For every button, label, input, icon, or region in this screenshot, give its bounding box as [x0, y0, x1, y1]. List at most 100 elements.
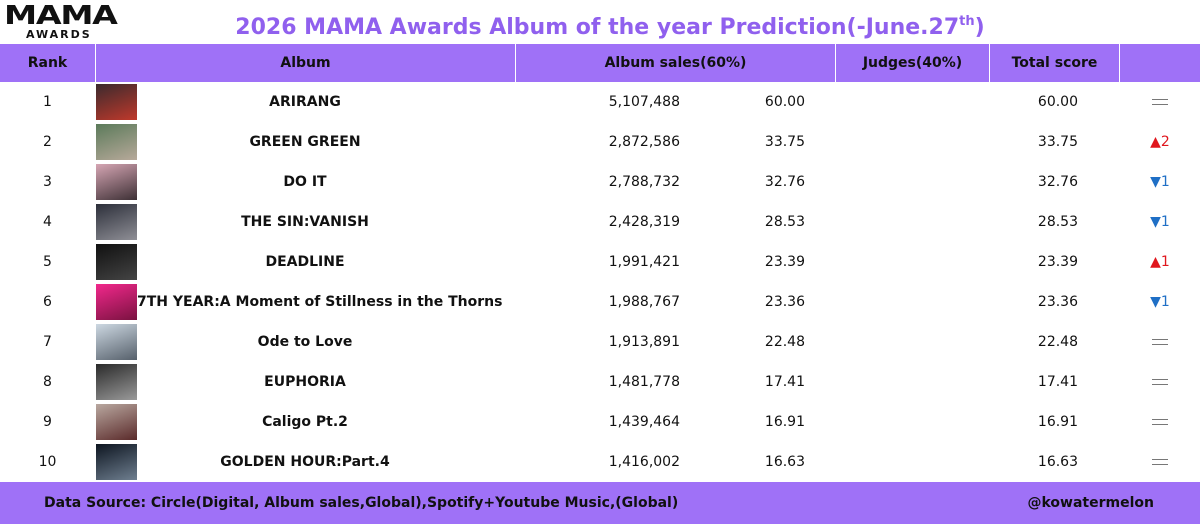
no-change-icon: [1152, 419, 1168, 425]
table-row: 3 DO IT 2,788,732 32.76 32.76 ▼1: [0, 162, 1200, 202]
rank-up-icon: ▲: [1150, 134, 1161, 150]
rank-down-icon: ▼: [1150, 294, 1161, 310]
album-cover-image: [96, 84, 137, 120]
logo-main-text: MAMA: [4, 1, 118, 31]
table-row: 7 Ode to Love 1,913,891 22.48 22.48: [0, 322, 1200, 362]
total-score-cell: 16.91: [1037, 414, 1078, 430]
rank-change-value: 1: [1160, 214, 1170, 230]
rank-change-cell: ▲2: [1122, 122, 1198, 162]
album-cover-image: [96, 444, 137, 480]
rank-cell: 5: [43, 254, 52, 270]
album-cover-image: [96, 364, 137, 400]
rank-cell: 8: [43, 374, 52, 390]
rank-change-cell: ▼1: [1122, 282, 1198, 322]
sales-score-cell: 60.00: [764, 94, 805, 110]
author-handle: @kowatermelon: [1027, 495, 1155, 511]
rank-change-value: 1: [1160, 174, 1170, 190]
rank-change-cell: [1122, 82, 1198, 122]
header-change: [1120, 44, 1200, 82]
rank-cell: 4: [43, 214, 52, 230]
album-cover-image: [96, 164, 137, 200]
total-score-cell: 32.76: [1037, 174, 1078, 190]
header-total: Total score: [990, 44, 1120, 82]
total-score-cell: 33.75: [1037, 134, 1078, 150]
total-score-cell: 23.36: [1037, 294, 1078, 310]
album-title-cell: GOLDEN HOUR:Part.4: [220, 454, 390, 470]
header-rank: Rank: [0, 44, 96, 82]
rank-cell: 2: [43, 134, 52, 150]
album-title-cell: GREEN GREEN: [249, 134, 361, 150]
album-sales-cell: 5,107,488: [608, 94, 680, 110]
sales-score-cell: 16.63: [764, 454, 805, 470]
table-row: 8 EUPHORIA 1,481,778 17.41 17.41: [0, 362, 1200, 402]
album-cover-image: [96, 404, 137, 440]
rank-change-cell: [1122, 402, 1198, 442]
rank-cell: 10: [38, 454, 57, 470]
album-title-cell: DO IT: [283, 174, 327, 190]
rank-cell: 7: [43, 334, 52, 350]
total-score-cell: 22.48: [1037, 334, 1078, 350]
sales-score-cell: 23.36: [764, 294, 805, 310]
album-title-cell: DEADLINE: [265, 254, 345, 270]
album-cover-image: [96, 244, 137, 280]
logo-sub-text: AWARDS: [26, 28, 92, 41]
table-row: 5 DEADLINE 1,991,421 23.39 23.39 ▲1: [0, 242, 1200, 282]
album-cover-image: [96, 284, 137, 320]
total-score-cell: 60.00: [1037, 94, 1078, 110]
sales-score-cell: 28.53: [764, 214, 805, 230]
rank-down-icon: ▼: [1150, 214, 1161, 230]
album-title-cell: EUPHORIA: [264, 374, 346, 390]
table-row: 10 GOLDEN HOUR:Part.4 1,416,002 16.63 16.63: [0, 442, 1200, 482]
rank-cell: 1: [43, 94, 52, 110]
album-sales-cell: 1,439,464: [608, 414, 680, 430]
table-row: 6 7TH YEAR:A Moment of Stillness in the T…: [0, 282, 1200, 322]
rank-change-cell: ▲1: [1122, 242, 1198, 282]
no-change-icon: [1152, 99, 1168, 105]
no-change-icon: [1152, 459, 1168, 465]
rank-change-value: 2: [1160, 134, 1170, 150]
sales-score-cell: 16.91: [764, 414, 805, 430]
rank-up-icon: ▲: [1150, 254, 1161, 270]
album-title-cell: ARIRANG: [269, 94, 341, 110]
album-sales-cell: 1,481,778: [608, 374, 680, 390]
sales-score-cell: 23.39: [764, 254, 805, 270]
header-sales: Album sales(60%): [516, 44, 836, 82]
album-sales-cell: 1,991,421: [608, 254, 680, 270]
data-source: Data Source: Circle(Digital, Album sales…: [44, 495, 679, 511]
album-cover-image: [96, 124, 137, 160]
sales-score-cell: 17.41: [764, 374, 805, 390]
sales-score-cell: 22.48: [764, 334, 805, 350]
title-text: 2026 MAMA Awards Album of the year Predi…: [235, 15, 960, 40]
header-judges: Judges(40%): [836, 44, 990, 82]
rank-change-value: 1: [1160, 254, 1170, 270]
album-title-cell: 7TH YEAR:A Moment of Stillness in the Th…: [137, 294, 503, 310]
rank-cell: 6: [43, 294, 52, 310]
rank-change-cell: [1122, 362, 1198, 402]
table-row: 9 Caligo Pt.2 1,439,464 16.91 16.91: [0, 402, 1200, 442]
rank-change-value: 1: [1160, 294, 1170, 310]
footer-bar: Data Source: Circle(Digital, Album sales…: [0, 482, 1200, 524]
album-sales-cell: 2,788,732: [608, 174, 680, 190]
total-score-cell: 23.39: [1037, 254, 1078, 270]
mama-awards-logo: MAMA AWARDS: [4, 3, 122, 43]
rank-change-cell: ▼1: [1122, 202, 1198, 242]
header-album: Album: [96, 44, 516, 82]
album-sales-cell: 1,988,767: [608, 294, 680, 310]
total-score-cell: 16.63: [1037, 454, 1078, 470]
rank-change-cell: ▼1: [1122, 162, 1198, 202]
no-change-icon: [1152, 379, 1168, 385]
rank-cell: 9: [43, 414, 52, 430]
album-title-cell: Ode to Love: [257, 334, 353, 350]
rank-change-cell: [1122, 442, 1198, 482]
table-row: 4 THE SIN:VANISH 2,428,319 28.53 28.53 ▼1: [0, 202, 1200, 242]
album-sales-cell: 1,913,891: [608, 334, 680, 350]
page-title: 2026 MAMA Awards Album of the year Predi…: [230, 6, 990, 44]
album-title-cell: Caligo Pt.2: [262, 414, 348, 430]
sales-score-cell: 33.75: [764, 134, 805, 150]
album-sales-cell: 2,428,319: [608, 214, 680, 230]
album-title-cell: THE SIN:VANISH: [241, 214, 369, 230]
total-score-cell: 28.53: [1037, 214, 1078, 230]
album-cover-image: [96, 204, 137, 240]
table-header: Rank Album Album sales(60%) Judges(40%) …: [0, 44, 1200, 82]
table-row: 2 GREEN GREEN 2,872,586 33.75 33.75 ▲2: [0, 122, 1200, 162]
